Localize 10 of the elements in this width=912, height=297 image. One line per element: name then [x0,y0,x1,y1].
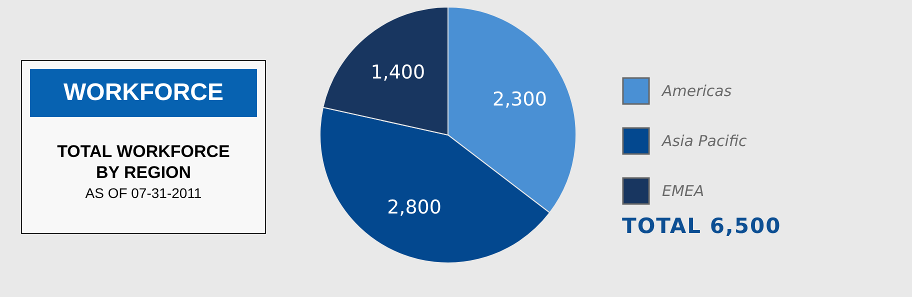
data-label: 2,800 [387,196,442,219]
text: TOTAL WORKFORCE BY REGION [56,141,231,183]
legend-label: Americas [661,82,732,100]
legend-label: EMEA [662,182,704,200]
data-label: 1,400 [370,62,426,84]
text: WORKFORCE [30,69,257,117]
text: TOTAL 6,500 [622,214,782,238]
data-label: 2,300 [492,88,547,111]
legend-label: Asia Pacific [661,132,748,150]
text: AS OF 07-31-2011 [84,185,203,201]
